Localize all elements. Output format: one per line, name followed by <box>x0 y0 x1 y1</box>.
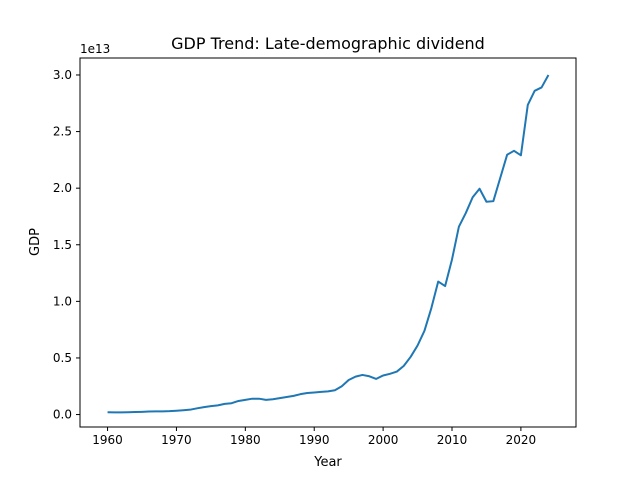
y-tick-label: 2.0 <box>53 181 72 195</box>
x-tick-label: 1970 <box>161 433 192 447</box>
y-tick-label: 2.5 <box>53 125 72 139</box>
x-tick-label: 2020 <box>506 433 537 447</box>
y-tick-label: 1.5 <box>53 238 72 252</box>
x-tick-label: 1980 <box>230 433 261 447</box>
chart-title: GDP Trend: Late-demographic dividend <box>171 34 485 53</box>
y-axis-offset-label: 1e13 <box>80 42 110 56</box>
x-axis-label: Year <box>313 455 342 470</box>
series-lines <box>107 74 550 414</box>
series-line <box>107 74 550 414</box>
plot-area-frame <box>79 57 577 428</box>
y-tick-label: 1.0 <box>53 294 72 308</box>
x-tick-label: 1960 <box>92 433 123 447</box>
y-axis-label: GDP <box>28 228 43 256</box>
axis-ticks: 1960 1970 1980 1990 2000 2010 2020 0.0 0.5 1.0 1.5… <box>53 68 536 447</box>
x-tick-label: 2010 <box>437 433 468 447</box>
y-tick-label: 0.0 <box>53 408 72 422</box>
y-tick-label: 3.0 <box>53 68 72 82</box>
y-tick-label: 0.5 <box>53 351 72 365</box>
x-tick-label: 1990 <box>299 433 330 447</box>
x-tick-label: 2000 <box>368 433 399 447</box>
